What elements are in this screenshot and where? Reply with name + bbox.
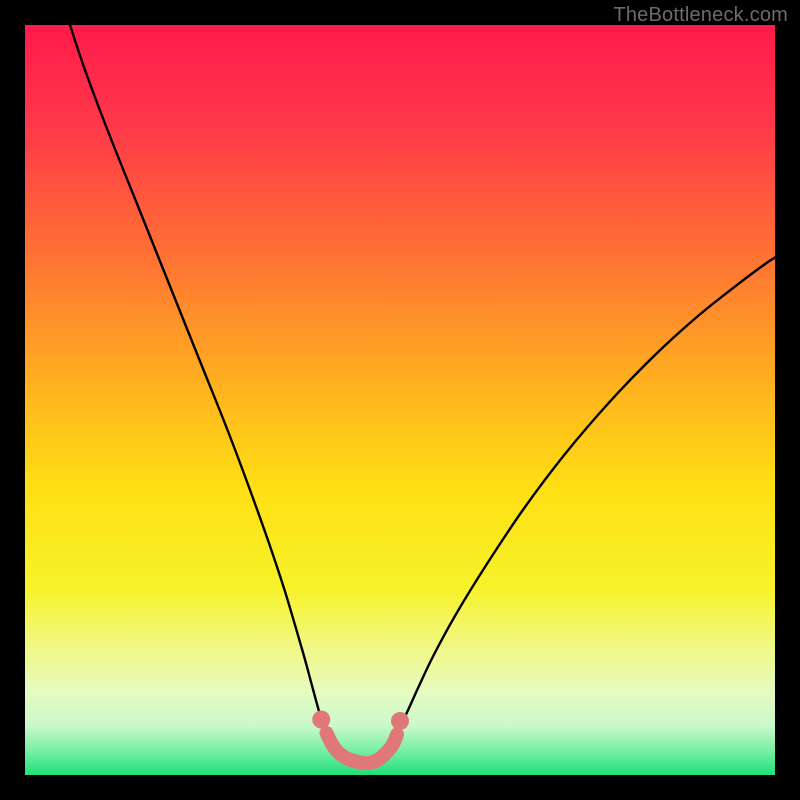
plot-area	[25, 25, 775, 775]
chart-container: TheBottleneck.com	[0, 0, 800, 800]
marker-dot	[312, 711, 330, 729]
gradient-background	[25, 25, 775, 775]
watermark-text: TheBottleneck.com	[613, 4, 788, 27]
bottleneck-curve-chart	[25, 25, 775, 775]
marker-dot	[391, 712, 409, 730]
